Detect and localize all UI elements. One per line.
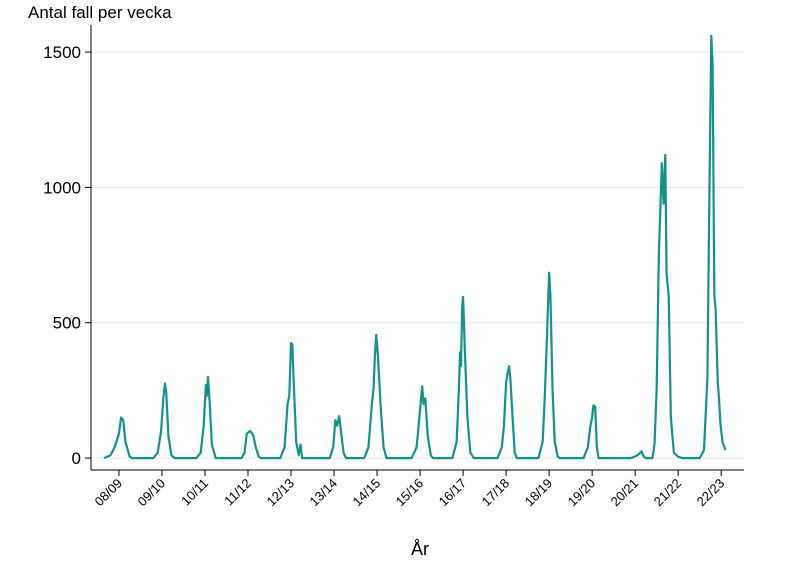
x-tick-label: 11/12 (221, 476, 254, 509)
y-axis-title: Antal fall per vecka (28, 3, 172, 22)
x-tick-label: 14/15 (350, 476, 384, 510)
x-axis-title: År (411, 539, 429, 559)
data-line (103, 34, 727, 460)
x-tick-label: 20/21 (608, 476, 642, 510)
x-tick-label: 09/10 (134, 476, 168, 510)
x-tick-label: 17/18 (479, 476, 513, 510)
x-tick-label: 19/20 (565, 476, 599, 510)
x-tick-label: 21/22 (651, 476, 685, 510)
x-tick-label: 22/23 (694, 476, 728, 510)
x-tick-label: 08/09 (91, 476, 125, 510)
y-tick-label: 0 (72, 449, 81, 468)
x-tick-label: 13/14 (307, 476, 341, 510)
x-tick-label: 12/13 (264, 476, 298, 510)
y-tick-label: 500 (53, 314, 81, 333)
x-tick-label: 10/11 (178, 476, 211, 509)
y-tick-label: 1000 (43, 178, 81, 197)
x-tick-label: 18/19 (522, 476, 556, 510)
x-tick-label: 15/16 (393, 476, 427, 510)
y-tick-label: 1500 (43, 43, 81, 62)
x-tick-label: 16/17 (436, 476, 470, 510)
